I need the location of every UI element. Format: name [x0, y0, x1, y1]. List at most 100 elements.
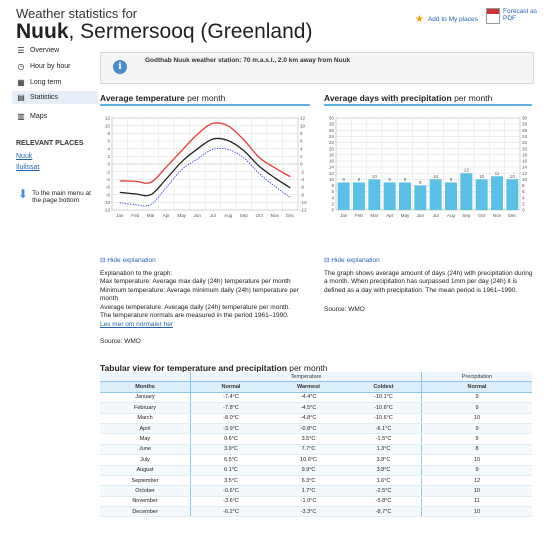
bar [368, 179, 381, 210]
table-cell: -0.6°C [190, 485, 271, 497]
precipitation-source: Source: WMO [324, 306, 365, 313]
x-tick-label: May [177, 213, 186, 218]
x-tick-label: Feb [131, 213, 139, 218]
y-tick-label: 8 [522, 183, 525, 188]
y-tick-label: 12 [105, 116, 111, 121]
y-tick-label: 2 [522, 201, 525, 206]
back-to-menu-label: To the main menu at the page bottom [32, 190, 91, 204]
table-row: March -8.0°C -4.8°C -10.6°C 10 [100, 413, 532, 424]
table-cell: 6.5°C [190, 454, 271, 466]
y-tick-label: 16 [329, 159, 335, 164]
table-cell: May [100, 433, 191, 445]
y-tick-label: 6 [107, 139, 110, 144]
y-tick-label: -10 [300, 200, 307, 205]
y-tick-label: -12 [103, 208, 110, 213]
sidebar-item-maps[interactable]: ▥ Maps [16, 112, 47, 121]
y-tick-label: 4 [300, 146, 303, 151]
sidebar-item-overview[interactable]: ☰ Overview [16, 46, 59, 55]
x-tick-label: Sep [240, 213, 249, 218]
pdf-icon [486, 8, 500, 24]
y-tick-label: 20 [329, 146, 335, 151]
table-cell: 8 [421, 444, 532, 456]
table-cell: 0.6°C [190, 433, 271, 445]
y-tick-label: 0 [300, 162, 303, 167]
y-tick-label: 10 [300, 123, 306, 128]
plot-frame [111, 117, 299, 211]
bar-value-label: 9 [404, 177, 407, 182]
add-to-my-places-button[interactable]: ★ Add to My places [415, 14, 478, 25]
table-cell: 3.9°C [190, 444, 271, 456]
column-header: Normal [190, 381, 271, 393]
table-cell: 3.5°C [271, 433, 346, 445]
back-to-main-menu-link[interactable]: ⬇ To the main menu at the page bottom [18, 188, 94, 204]
y-tick-label: 14 [329, 165, 335, 170]
relevant-places-heading: RELEVANT PLACES [16, 140, 84, 147]
clock-icon: ◷ [17, 62, 25, 71]
relevant-place-link[interactable]: Ilulissat [16, 164, 40, 171]
bar [429, 179, 442, 210]
column-header: Normal [421, 381, 532, 393]
explanation-line: Explanation to the graph: [100, 270, 173, 277]
bar [460, 173, 473, 210]
sidebar-item-long-term[interactable]: ▦ Long term [16, 78, 61, 87]
bar-value-label: 12 [464, 168, 470, 173]
table-cell: -6.1°C [346, 423, 422, 435]
y-tick-label: 0 [107, 162, 110, 167]
y-tick-label: 12 [300, 116, 306, 121]
table-cell: 3.5°C [190, 475, 271, 487]
table-cell: October [100, 485, 191, 497]
table-cell: 10 [421, 506, 532, 518]
bar-value-label: 9 [342, 177, 345, 182]
x-tick-label: Dec [508, 213, 517, 218]
city-name: Nuuk [16, 20, 69, 43]
table-row: April -3.9°C -0.8°C -6.1°C 9 [100, 423, 532, 435]
table-cell: -10.6°C [346, 413, 422, 424]
sidebar-item-statistics[interactable]: ▤ Statistics [12, 91, 98, 104]
y-tick-label: 4 [522, 195, 525, 200]
temperature-hide-explanation[interactable]: ⊟ Hide explanation [100, 257, 156, 264]
table-cell: -1.5°C [346, 433, 422, 445]
table-cell: 11 [421, 496, 532, 508]
page-title: Nuuk, Sermersooq (Greenland) [16, 20, 312, 44]
y-tick-label: -4 [106, 177, 111, 182]
x-tick-label: Mar [147, 213, 155, 218]
bar [475, 179, 488, 210]
sidebar-item-label: Overview [30, 47, 60, 54]
precipitation-explanation: The graph shows average amount of days (… [324, 270, 533, 294]
table-row: December -6.2°C -3.3°C -8.7°C 10 [100, 506, 532, 518]
precipitation-hide-explanation[interactable]: ⊟ Hide explanation [324, 257, 380, 264]
x-tick-label: Jun [194, 213, 202, 218]
forecast-pdf-button[interactable]: Forecast as PDF [486, 8, 541, 24]
y-tick-label: 12 [522, 171, 528, 176]
table-cell: -6.2°C [190, 506, 271, 518]
y-tick-label: 8 [107, 131, 110, 136]
x-tick-label: Jan [116, 213, 124, 218]
table-row: August 6.1°C 9.9°C 3.8°C 9 [100, 465, 532, 476]
table-cell: 9 [421, 402, 532, 414]
y-tick-label: 26 [522, 128, 528, 133]
star-icon: ★ [415, 14, 424, 25]
y-tick-label: 10 [522, 177, 528, 182]
table-row: September 3.5°C 6.3°C 1.6°C 12 [100, 475, 532, 487]
table-cell: -8.7°C [346, 506, 422, 518]
relevant-place-link[interactable]: Nuuk [16, 153, 33, 160]
y-tick-label: -4 [300, 177, 305, 182]
plot-frame [335, 117, 521, 211]
bar [337, 182, 350, 210]
y-tick-label: 8 [300, 131, 303, 136]
table-cell: 10 [421, 485, 532, 497]
explanation-line: Average temperature: Average daily (24h)… [100, 303, 291, 311]
bar-value-label: 10 [510, 174, 516, 179]
x-tick-label: Nov [493, 213, 502, 218]
y-tick-label: 2 [300, 154, 303, 159]
section-divider [324, 104, 532, 106]
sidebar-item-hour-by-hour[interactable]: ◷ Hour by hour [16, 62, 71, 71]
read-more-normals-link[interactable]: Les mer om normaler her [100, 320, 173, 328]
y-tick-label: 4 [331, 195, 334, 200]
y-tick-label: 10 [329, 177, 335, 182]
table-cell: 1.3°C [346, 444, 422, 456]
table-cell: -4.5°C [271, 402, 346, 414]
x-tick-label: Sep [462, 213, 471, 218]
sidebar-item-label: Statistics [30, 94, 59, 101]
